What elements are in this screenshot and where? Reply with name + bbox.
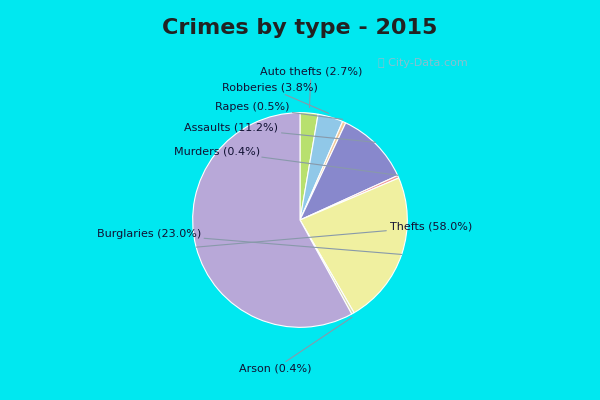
Wedge shape [300,123,398,220]
Text: Assaults (11.2%): Assaults (11.2%) [184,123,376,142]
Wedge shape [193,113,352,327]
Text: Rapes (0.5%): Rapes (0.5%) [215,102,343,119]
Wedge shape [300,176,399,220]
Wedge shape [300,122,346,220]
Text: Murders (0.4%): Murders (0.4%) [175,146,398,175]
Text: Burglaries (23.0%): Burglaries (23.0%) [97,229,402,254]
Text: Thefts (58.0%): Thefts (58.0%) [196,222,472,247]
Wedge shape [300,114,343,220]
Text: Auto thefts (2.7%): Auto thefts (2.7%) [260,66,362,108]
Text: ⓘ City-Data.com: ⓘ City-Data.com [378,58,468,68]
Text: Crimes by type - 2015: Crimes by type - 2015 [163,18,437,38]
Wedge shape [300,220,354,314]
Wedge shape [300,113,318,220]
Text: Robberies (3.8%): Robberies (3.8%) [222,83,329,113]
Text: Arson (0.4%): Arson (0.4%) [239,317,352,374]
Wedge shape [300,178,407,313]
